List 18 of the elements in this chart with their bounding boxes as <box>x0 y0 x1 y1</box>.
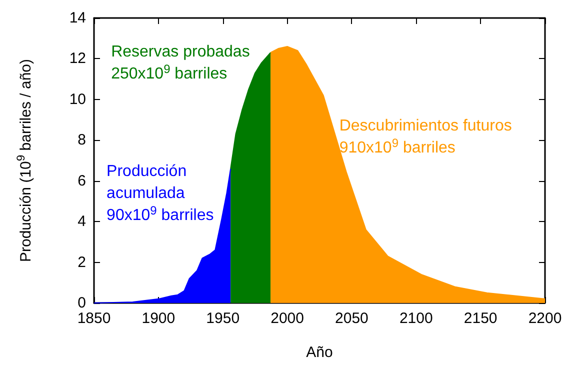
y-tick-label: 6 <box>78 172 86 190</box>
x-tick-label: 2050 <box>335 310 368 327</box>
x-tick-label: 1900 <box>142 310 176 327</box>
x-tick-label: 1950 <box>206 310 240 327</box>
y-tick-label: 2 <box>78 254 86 271</box>
y-tick-label: 8 <box>78 132 86 149</box>
y-tick-label: 10 <box>69 90 86 108</box>
y-tick-label: 14 <box>69 10 86 26</box>
x-tick-label: 2150 <box>464 310 498 327</box>
x-tick-label: 1850 <box>77 310 111 327</box>
y-tick-label: 12 <box>69 50 86 68</box>
y-tick-label: 4 <box>78 213 86 230</box>
y-tick-label: 0 <box>78 294 86 312</box>
y-axis-title: Producción (109 barriles / año) <box>16 58 34 262</box>
x-tick-label: 2000 <box>270 310 304 327</box>
x-axis-title: Año <box>306 344 333 361</box>
x-tick-label: 2200 <box>528 310 562 327</box>
x-tick-label: 2100 <box>399 310 433 327</box>
